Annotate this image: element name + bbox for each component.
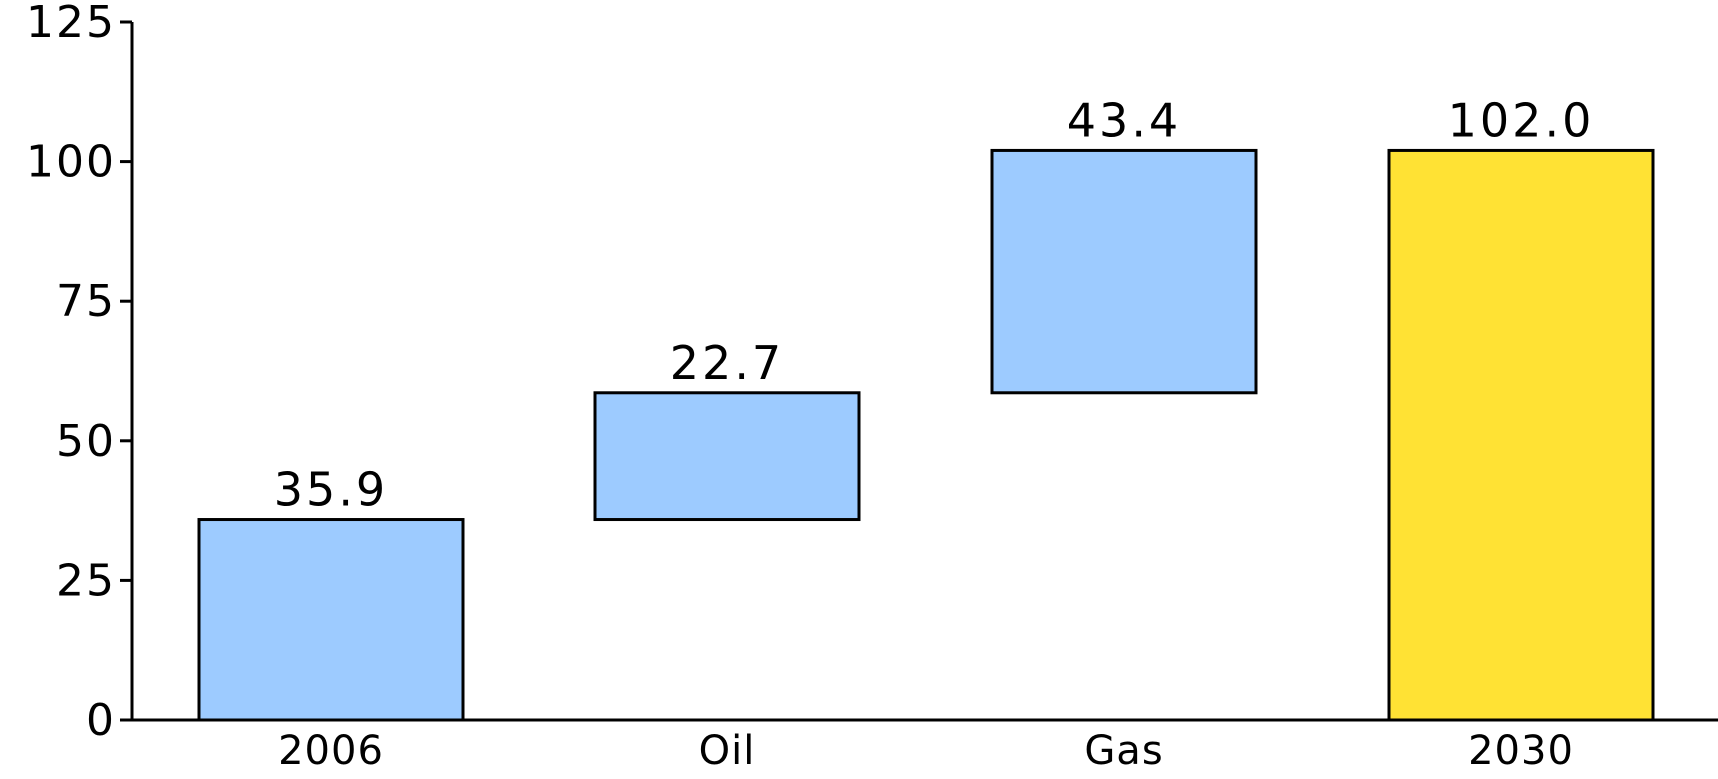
y-tick-label-0: 0 — [86, 695, 116, 746]
bar-oil — [593, 391, 861, 522]
y-tick-label-50: 50 — [56, 416, 116, 467]
data-label-gas: 43.4 — [1067, 93, 1181, 147]
bar-2006 — [197, 518, 465, 722]
x-tick-label-gas: Gas — [1084, 728, 1163, 774]
y-tick-label-75: 75 — [56, 276, 116, 327]
y-tick-label-25: 25 — [56, 555, 116, 606]
x-tick-label-2006: 2006 — [278, 728, 384, 774]
x-tick-label-2030: 2030 — [1468, 728, 1574, 774]
data-label-2006: 35.9 — [274, 463, 388, 517]
x-tick-label-oil: Oil — [699, 728, 756, 774]
axes-layer — [120, 20, 1718, 722]
y-tick-label-125: 125 — [26, 0, 116, 48]
bars-layer — [197, 148, 1655, 722]
labels-layer: 35.9 2006 22.7 Oil 43.4 Gas 102.0 2030 0 25 50 75 10… — [26, 0, 1595, 774]
bar-2030 — [1387, 148, 1655, 722]
data-label-oil: 22.7 — [670, 336, 784, 390]
y-tick-label-100: 100 — [26, 137, 116, 188]
bar-gas — [990, 148, 1258, 395]
data-label-2030: 102.0 — [1448, 93, 1595, 147]
